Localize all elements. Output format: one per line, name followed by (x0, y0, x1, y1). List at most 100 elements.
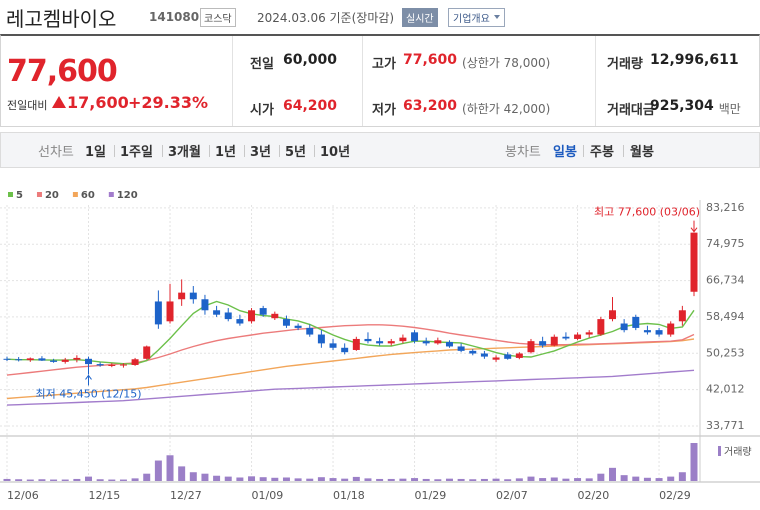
candle-body (143, 346, 151, 359)
candle-body (96, 364, 104, 366)
period-tab[interactable]: 1년 (215, 145, 237, 160)
candle-body (376, 341, 384, 344)
candle-tab[interactable]: 월봉 (630, 145, 654, 160)
volume-bar (585, 478, 593, 481)
company-info-button[interactable]: 기업개요 (448, 8, 505, 27)
moving-average-line (6, 300, 695, 365)
candle-body (50, 360, 58, 362)
volume-bar (3, 478, 11, 481)
chart: 83,216 74,975 66,734 58,494 50,253 42,012 33,7… (0, 190, 760, 502)
volume-bar (213, 475, 221, 481)
volume-bar (574, 478, 582, 481)
candle-body (248, 310, 256, 322)
tab-group-label: 봉차트 (505, 145, 541, 160)
field-label: 거래대금 (607, 103, 655, 118)
candle-body (387, 341, 395, 344)
volume-bar (597, 473, 605, 481)
volume-bar (201, 473, 209, 481)
candle-tab[interactable]: 일봉 (553, 145, 577, 160)
candle-body (620, 323, 628, 331)
candle-body (38, 358, 46, 361)
field-note: 백만 (718, 102, 741, 116)
candle-body (399, 337, 407, 342)
volume-bar (317, 477, 325, 481)
field-value: 60,000 (283, 52, 338, 68)
candle-body (119, 364, 127, 366)
y-tick-label: 66,734 (706, 274, 745, 287)
candle-body (341, 347, 349, 353)
volume-bar (38, 479, 46, 481)
candle-body (108, 364, 116, 366)
separator (595, 36, 596, 126)
volume-bar (73, 478, 81, 481)
candle-body (515, 353, 523, 358)
field-value: 64,200 (283, 98, 338, 114)
tab-group-label: 선차트 (38, 145, 74, 160)
y-tick-label: 42,012 (706, 383, 745, 396)
period-tab[interactable]: 3개월 (168, 145, 201, 160)
candle-body (422, 341, 430, 344)
volume-bar (480, 478, 488, 481)
low-annotation: 최저 45,450 (12/15) (36, 387, 142, 400)
candle-body (539, 341, 547, 346)
volume-bar (527, 476, 535, 481)
volume-bar (236, 477, 244, 481)
x-tick-label: 02/20 (578, 489, 610, 502)
candle-body (632, 316, 640, 328)
legend-label: 60 (81, 190, 95, 201)
realtime-button[interactable]: 실시간 (402, 8, 438, 27)
candle-body (3, 358, 11, 360)
candle-tab[interactable]: 주봉 (590, 145, 614, 160)
volume-bar (376, 478, 384, 481)
tab-separator (209, 145, 210, 157)
volume-bar (445, 478, 453, 481)
y-tick-label: 50,253 (706, 346, 745, 359)
annotation-arrowhead (85, 374, 92, 380)
volume-bar (341, 478, 349, 481)
volume-bar (434, 479, 442, 481)
volume-bar (85, 476, 93, 481)
candle-body (562, 336, 570, 339)
x-tick-label: 01/09 (252, 489, 284, 502)
candle-body (85, 358, 93, 365)
volume-bar (411, 478, 419, 481)
volume-bar (387, 478, 395, 481)
field-note: (하한가 42,000) (462, 102, 551, 116)
x-tick-label: 01/29 (415, 489, 447, 502)
volume-bar (678, 472, 686, 481)
period-tab[interactable]: 1일 (85, 145, 107, 160)
candle-body (608, 310, 616, 320)
candle-body (154, 301, 162, 325)
volume-bar (562, 478, 570, 481)
y-tick-label: 83,216 (706, 201, 745, 214)
period-tab[interactable]: 3년 (250, 145, 272, 160)
volume-bar (119, 479, 127, 481)
candle-body (294, 325, 302, 328)
volume-bar (329, 478, 337, 481)
candle-body (504, 354, 512, 359)
period-tab[interactable]: 10년 (320, 145, 351, 160)
period-tab[interactable]: 5년 (285, 145, 307, 160)
candle-body (667, 323, 675, 335)
volume-bar (224, 476, 232, 481)
field-value: 63,200 (403, 98, 458, 114)
volume-bar (422, 478, 430, 481)
x-tick-label: 01/18 (333, 489, 365, 502)
tab-separator (583, 145, 584, 157)
volume-bar (457, 478, 465, 481)
y-tick-label: 74,975 (706, 237, 745, 250)
stock-name: 레고켐바이오 (6, 7, 117, 31)
candle-body (469, 350, 477, 354)
volume-bar (620, 475, 628, 481)
candle-body (329, 343, 337, 348)
volume-bar (643, 477, 651, 481)
volume-bar (515, 478, 523, 481)
volume-bar (364, 478, 372, 481)
x-tick-label: 12/06 (7, 489, 39, 502)
candle-body (457, 346, 465, 351)
volume-bar (189, 472, 197, 481)
field-value: 925,304 (650, 98, 714, 114)
separator (232, 36, 233, 126)
period-tab[interactable]: 1주일 (120, 145, 153, 160)
